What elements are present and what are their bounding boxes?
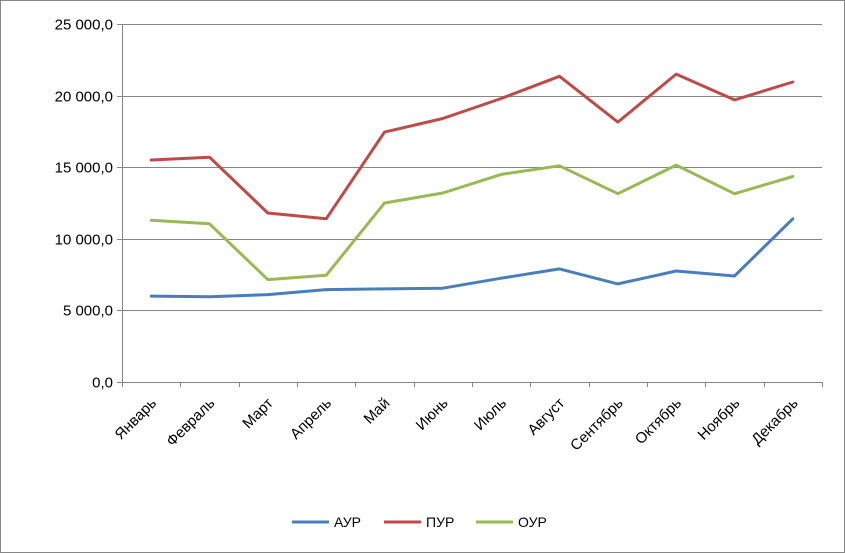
x-axis-ticks: Январь Февраль Март Апрель Май Июнь Июль Август…: [112, 382, 823, 454]
x-tick-label: Январь: [112, 395, 161, 444]
series-lines: [149, 72, 795, 299]
y-tick-label: 25 000,0: [55, 17, 113, 34]
series-line: [149, 163, 795, 282]
y-tick-label: 5 000,0: [63, 303, 113, 320]
y-axis-ticks: 0,0 5 000,0 10 000,0 15 000,0 20 000,0 25 000…: [55, 17, 122, 392]
x-tick-label: Июнь: [413, 395, 452, 434]
x-tick-label: Май: [361, 395, 394, 428]
x-tick-label: Июль: [471, 395, 510, 434]
x-tick-label: Октябрь: [632, 395, 685, 448]
legend: АУР ПУР ОУР: [292, 514, 547, 530]
y-tick-label: 10 000,0: [55, 232, 113, 249]
y-tick-label: 0,0: [92, 375, 113, 392]
legend-label: АУР: [334, 514, 361, 530]
axes: [122, 24, 822, 383]
y-tick-label: 20 000,0: [55, 89, 113, 106]
x-tick-label: Август: [524, 395, 568, 439]
series-line: [149, 72, 795, 221]
x-tick-label: Апрель: [287, 395, 335, 443]
legend-label: ПУР: [426, 514, 454, 530]
series-line: [149, 217, 795, 299]
x-tick-label: Ноябрь: [695, 395, 744, 444]
x-tick-label: Март: [239, 395, 276, 432]
x-tick-label: Сентябрь: [567, 395, 627, 455]
x-tick-label: Декабрь: [748, 395, 802, 449]
x-tick-label: Февраль: [163, 395, 218, 450]
y-tick-label: 15 000,0: [55, 160, 113, 177]
gridlines: [122, 24, 822, 311]
legend-label: ОУР: [518, 514, 547, 530]
